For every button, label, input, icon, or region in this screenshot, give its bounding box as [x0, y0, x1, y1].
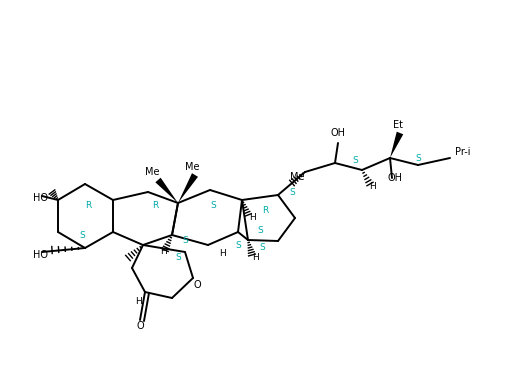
Text: H: H	[252, 253, 259, 262]
Text: H: H	[369, 181, 375, 190]
Text: S: S	[259, 243, 265, 253]
Text: S: S	[175, 253, 181, 263]
Text: S: S	[182, 236, 188, 244]
Text: Me: Me	[145, 167, 159, 177]
Polygon shape	[390, 132, 403, 158]
Text: S: S	[79, 230, 85, 240]
Text: S: S	[415, 154, 421, 162]
Text: HO: HO	[33, 250, 48, 260]
Text: Me: Me	[290, 172, 304, 182]
Text: S: S	[210, 200, 216, 210]
Text: O: O	[136, 321, 144, 331]
Polygon shape	[178, 173, 198, 203]
Text: R: R	[85, 200, 91, 210]
Text: S: S	[257, 226, 263, 234]
Text: S: S	[289, 187, 295, 197]
Text: Me: Me	[185, 162, 199, 172]
Text: S: S	[235, 240, 241, 250]
Text: R: R	[262, 206, 268, 214]
Text: H: H	[249, 213, 255, 221]
Text: H: H	[219, 249, 226, 257]
Text: Pr-i: Pr-i	[455, 147, 471, 157]
Text: O: O	[193, 280, 201, 290]
Text: R: R	[152, 200, 158, 210]
Text: Et: Et	[393, 120, 403, 130]
Text: S: S	[352, 155, 358, 164]
Text: OH: OH	[331, 128, 346, 138]
Polygon shape	[156, 178, 178, 203]
Text: OH: OH	[387, 173, 403, 183]
Text: H: H	[160, 247, 166, 256]
Text: HO: HO	[33, 193, 48, 203]
Text: H: H	[134, 298, 142, 306]
